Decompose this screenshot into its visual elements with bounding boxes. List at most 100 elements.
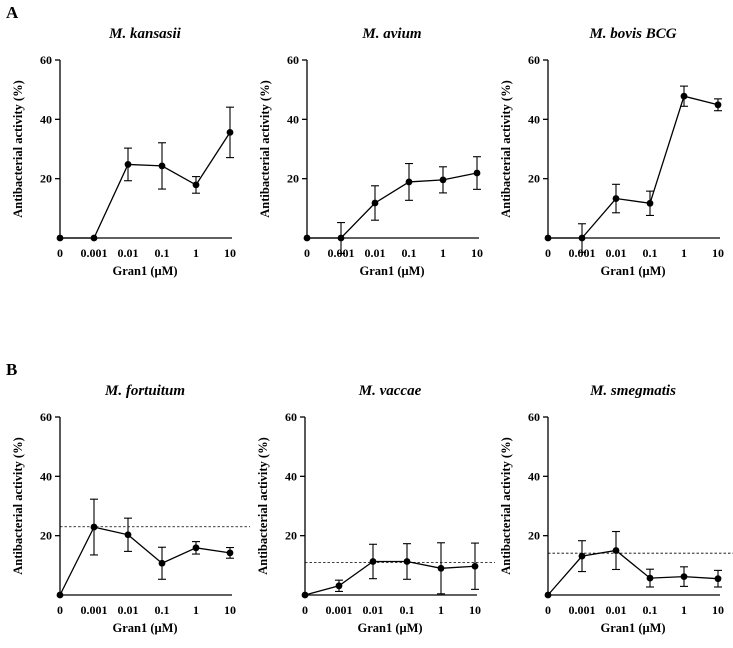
x-axis-label: Gran1 (μM) — [112, 264, 177, 278]
data-point — [680, 573, 688, 581]
x-tick-label: 10 — [471, 246, 483, 260]
chart-title: M. fortuitum — [104, 383, 185, 399]
x-tick-label: 0 — [304, 246, 310, 260]
data-point — [544, 234, 552, 242]
data-point — [578, 234, 586, 242]
x-tick-label: 0.01 — [606, 246, 627, 260]
x-tick-label: 10 — [712, 603, 724, 617]
x-tick-label: 0.01 — [363, 603, 384, 617]
data-point — [337, 234, 345, 242]
data-point — [714, 575, 722, 583]
data-point — [473, 169, 481, 177]
panel-label-a: A — [6, 3, 19, 22]
y-tick-label: 20 — [285, 529, 297, 543]
data-point — [301, 591, 309, 599]
data-point — [646, 574, 654, 582]
y-tick-label: 40 — [287, 112, 299, 126]
data-point — [124, 531, 132, 539]
data-point — [303, 234, 311, 242]
data-point — [612, 195, 620, 202]
x-tick-label: 10 — [224, 246, 236, 260]
chart-title: M. smegmatis — [589, 383, 676, 399]
y-axis-label: Antibacterial activity (%) — [258, 80, 272, 217]
x-tick-label: 0 — [302, 603, 308, 617]
x-tick-label: 1 — [440, 246, 446, 260]
y-tick-label: 60 — [528, 53, 540, 67]
chart-5: 20 40 60 0 0.001 0.01 0.1 1 10 M. smegmatis Gran1 … — [499, 383, 733, 635]
chart-3: 20 40 60 0 0.001 0.01 0.1 1 10 M. fortuitum Gran1 … — [11, 383, 250, 635]
data-point — [56, 234, 64, 242]
data-point — [192, 181, 200, 189]
y-tick-label: 20 — [40, 172, 52, 186]
x-tick-label: 0 — [57, 603, 63, 617]
chart-title: M. avium — [361, 26, 421, 42]
y-tick-label: 60 — [528, 410, 540, 424]
series-line — [60, 132, 231, 239]
x-tick-label: 0.1 — [400, 603, 415, 617]
x-tick-label: 0.01 — [118, 246, 139, 260]
x-tick-label: 1 — [681, 603, 687, 617]
x-tick-label: 0 — [57, 246, 63, 260]
chart-0: 20 40 60 0 0.001 0.01 0.1 1 10 M. kansasii Gran1 (… — [11, 26, 236, 278]
y-axis-label: Antibacterial activity (%) — [11, 80, 25, 217]
x-tick-label: 1 — [193, 603, 199, 617]
data-point — [680, 92, 688, 100]
y-tick-label: 20 — [40, 529, 52, 543]
data-point — [437, 564, 445, 572]
x-tick-label: 1 — [681, 246, 687, 260]
data-point — [335, 582, 343, 590]
data-point — [90, 523, 98, 531]
x-tick-label: 0.01 — [118, 603, 139, 617]
y-tick-label: 60 — [287, 53, 299, 67]
data-point — [192, 544, 200, 552]
y-tick-label: 60 — [40, 53, 52, 67]
y-axis-label: Antibacterial activity (%) — [11, 437, 25, 574]
x-tick-label: 0.001 — [81, 246, 108, 260]
chart-4: 20 40 60 0 0.001 0.01 0.1 1 10 M. vaccae Gran1 (μM… — [256, 383, 495, 635]
x-axis-label: Gran1 (μM) — [600, 621, 665, 635]
y-tick-label: 40 — [528, 112, 540, 126]
data-point — [158, 162, 166, 170]
data-point — [646, 199, 654, 207]
data-point — [439, 176, 447, 184]
data-point — [578, 552, 586, 560]
series-line — [547, 549, 719, 596]
x-tick-label: 0.001 — [569, 603, 596, 617]
data-point — [544, 591, 552, 599]
data-point — [403, 558, 411, 565]
x-tick-label: 0.1 — [402, 246, 417, 260]
x-tick-label: 0.1 — [155, 603, 170, 617]
y-tick-label: 40 — [285, 469, 297, 483]
data-point — [714, 101, 722, 109]
x-axis-label: Gran1 (μM) — [359, 264, 424, 278]
x-tick-label: 0.1 — [643, 246, 658, 260]
series-line — [59, 526, 231, 596]
x-tick-label: 1 — [193, 246, 199, 260]
y-tick-label: 20 — [528, 529, 540, 543]
y-tick-label: 40 — [40, 469, 52, 483]
chart-title: M. vaccae — [358, 383, 422, 399]
data-point — [612, 547, 620, 554]
y-axis-label: Antibacterial activity (%) — [499, 437, 513, 574]
y-tick-label: 60 — [40, 410, 52, 424]
series-line — [548, 95, 719, 239]
data-point — [90, 234, 98, 242]
data-point — [371, 199, 379, 207]
y-axis-label: Antibacterial activity (%) — [499, 80, 513, 217]
x-axis-label: Gran1 (μM) — [112, 621, 177, 635]
x-tick-label: 0 — [545, 246, 551, 260]
data-point — [369, 558, 377, 565]
x-tick-label: 0 — [545, 603, 551, 617]
x-tick-label: 0.1 — [643, 603, 658, 617]
x-axis-label: Gran1 (μM) — [357, 621, 422, 635]
x-tick-label: 0.001 — [569, 246, 596, 260]
x-tick-label: 0.001 — [81, 603, 108, 617]
data-point — [471, 562, 479, 570]
y-tick-label: 20 — [287, 172, 299, 186]
data-point — [405, 178, 413, 186]
y-tick-label: 40 — [40, 112, 52, 126]
x-tick-label: 0.01 — [606, 603, 627, 617]
data-point — [158, 559, 166, 567]
